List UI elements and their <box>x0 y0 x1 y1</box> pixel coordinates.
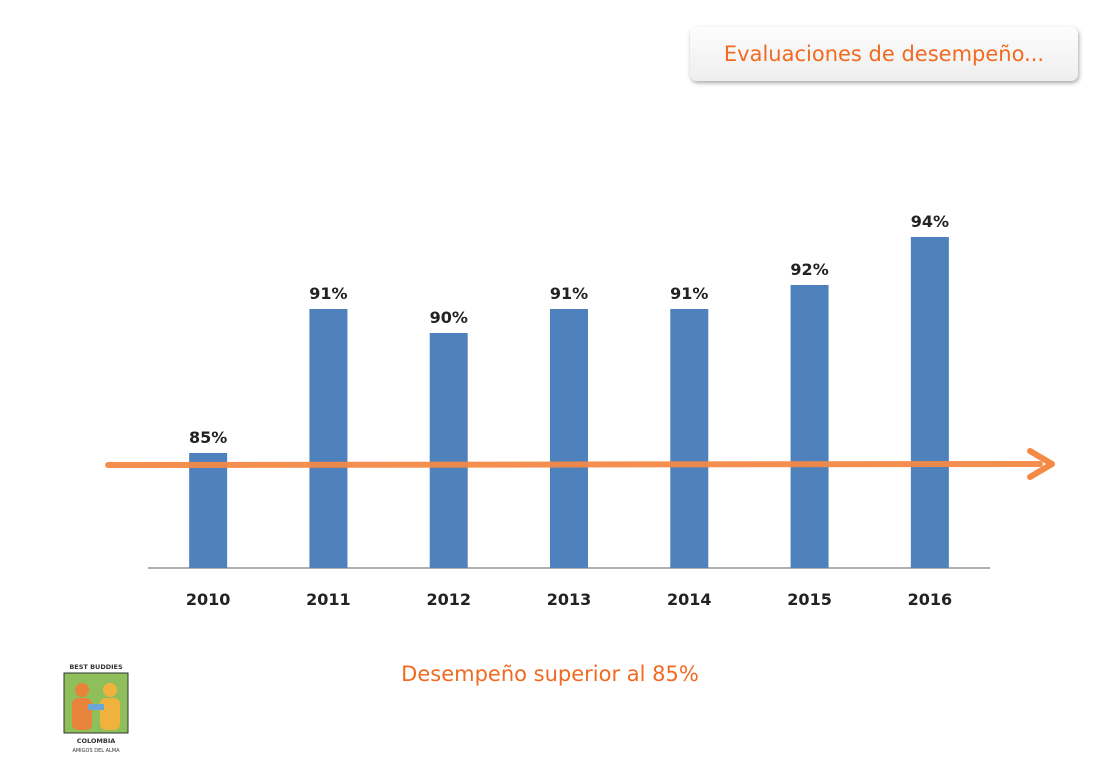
svg-text:AMIGOS DEL ALMA: AMIGOS DEL ALMA <box>72 748 120 754</box>
title-box: Evaluaciones de desempeño... <box>690 27 1078 81</box>
svg-text:BEST BUDDIES: BEST BUDDIES <box>69 663 123 671</box>
data-label-2016: 94% <box>911 212 949 231</box>
bar-2013 <box>550 309 588 568</box>
best-buddies-logo: BEST BUDDIES COLOMBIA AMIGOS DEL ALMA <box>63 663 129 754</box>
bar-2015 <box>790 285 829 568</box>
bar-2012 <box>429 333 468 568</box>
x-tick-label-2013: 2013 <box>547 590 592 609</box>
chart-caption: Desempeño superior al 85% <box>401 662 699 686</box>
x-tick-label-2012: 2012 <box>426 590 471 609</box>
bar-2016 <box>910 237 949 568</box>
bar-2010 <box>189 453 228 568</box>
data-label-2010: 85% <box>189 428 227 447</box>
threshold-arrow-line <box>105 461 1043 468</box>
bar-2014 <box>670 309 709 568</box>
data-label-2014: 91% <box>670 284 708 303</box>
x-tick-label-2014: 2014 <box>667 590 712 609</box>
threshold-arrow-head <box>1027 448 1055 480</box>
data-label-2011: 91% <box>309 284 347 303</box>
x-tick-label-2010: 2010 <box>186 590 231 609</box>
slide-title: Evaluaciones de desempeño... <box>723 42 1045 66</box>
x-tick-label-2011: 2011 <box>306 590 351 609</box>
svg-text:COLOMBIA: COLOMBIA <box>77 737 116 745</box>
bar-2011 <box>309 309 348 568</box>
x-tick-label-2015: 2015 <box>787 590 832 609</box>
data-label-2013: 91% <box>550 284 588 303</box>
x-tick-label-2016: 2016 <box>908 590 953 609</box>
data-label-2012: 90% <box>430 308 468 327</box>
data-label-2015: 92% <box>790 260 828 279</box>
